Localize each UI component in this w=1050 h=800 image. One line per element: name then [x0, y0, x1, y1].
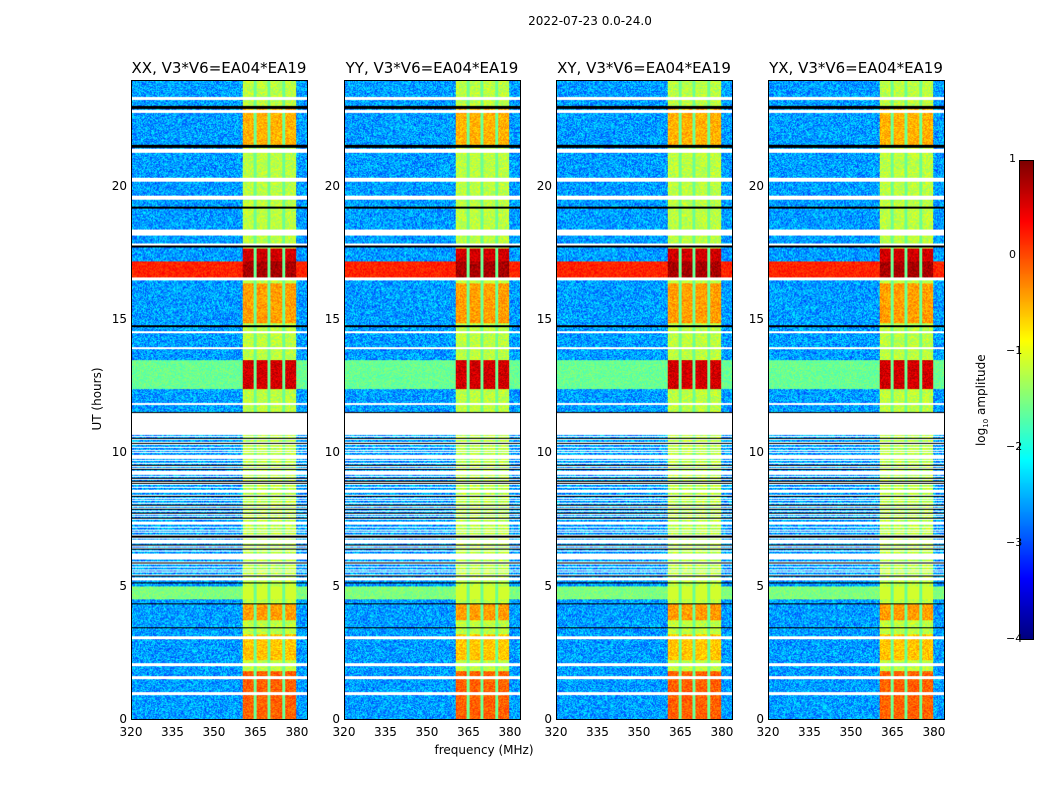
panel-title: XY, V3*V6=EA04*EA19 [557, 59, 731, 77]
y-tick-label: 20 [748, 178, 764, 193]
y-tick-label: 15 [111, 312, 127, 326]
spectrogram-panel-0 [131, 80, 308, 720]
colorbar-tick-label: 1 [1009, 152, 1016, 165]
spectrogram-panel-2 [556, 80, 733, 720]
x-axis-label: frequency (MHz) [434, 743, 534, 757]
x-tick-label: 335 [161, 725, 184, 739]
y-tick-label: 0 [119, 712, 127, 726]
colorbar-tick-label: −1 [1006, 344, 1023, 357]
spectrogram-panel-3 [768, 80, 945, 720]
y-tick-label: 5 [756, 578, 764, 593]
spectrogram-heatmap [132, 81, 307, 719]
y-tick-label: 0 [544, 712, 552, 726]
spectrogram-panel-1 [344, 80, 521, 720]
colorbar-tick-label: −2 [1006, 440, 1023, 453]
x-tick-label: 350 [839, 725, 863, 739]
x-tick-label: 320 [119, 725, 143, 739]
y-tick-label: 0 [332, 712, 340, 726]
colorbar-label: log10 amplitude [973, 354, 991, 447]
x-tick-label: 380 [285, 725, 309, 739]
spectrogram-heatmap [769, 81, 944, 719]
x-tick-label: 350 [627, 725, 651, 739]
y-tick-label: 15 [536, 312, 552, 326]
spectrogram-heatmap [345, 81, 520, 719]
y-tick-label: 20 [111, 178, 127, 193]
y-tick-label: 5 [544, 578, 552, 593]
y-tick-label: 10 [324, 445, 340, 460]
x-tick-label: 320 [332, 725, 356, 739]
y-tick-label: 15 [324, 312, 340, 326]
x-tick-label: 365 [244, 725, 267, 739]
x-tick-label: 350 [202, 725, 226, 739]
x-tick-label: 365 [669, 725, 692, 739]
x-tick-label: 380 [710, 725, 734, 739]
y-tick-label: 10 [111, 445, 127, 460]
x-tick-label: 335 [586, 725, 609, 739]
figure-title: 2022-07-23 0.0-24.0 [528, 14, 652, 28]
y-tick-label: 10 [748, 445, 764, 460]
colorbar-gradient [1020, 161, 1033, 639]
x-tick-label: 350 [415, 725, 439, 739]
x-tick-label: 320 [756, 725, 780, 739]
x-tick-label: 380 [922, 725, 946, 739]
y-tick-label: 5 [332, 578, 340, 593]
y-tick-label: 10 [536, 445, 552, 460]
x-tick-label: 320 [544, 725, 568, 739]
x-tick-label: 380 [498, 725, 522, 739]
panel-title: YX, V3*V6=EA04*EA19 [769, 59, 943, 77]
y-tick-label: 15 [748, 312, 764, 326]
colorbar [1019, 160, 1034, 640]
y-tick-label: 20 [536, 178, 552, 193]
panel-title: YY, V3*V6=EA04*EA19 [345, 59, 519, 77]
x-tick-label: 365 [881, 725, 904, 739]
y-tick-label: 20 [324, 178, 340, 193]
colorbar-tick-label: −4 [1006, 632, 1023, 645]
x-tick-label: 335 [374, 725, 397, 739]
x-tick-label: 365 [457, 725, 480, 739]
y-tick-label: 5 [119, 578, 127, 593]
panel-title: XX, V3*V6=EA04*EA19 [131, 59, 307, 77]
colorbar-tick-label: −3 [1006, 536, 1023, 549]
y-tick-label: 0 [756, 712, 764, 726]
spectrogram-heatmap [557, 81, 732, 719]
colorbar-tick-label: 0 [1009, 248, 1016, 261]
x-tick-label: 335 [798, 725, 821, 739]
